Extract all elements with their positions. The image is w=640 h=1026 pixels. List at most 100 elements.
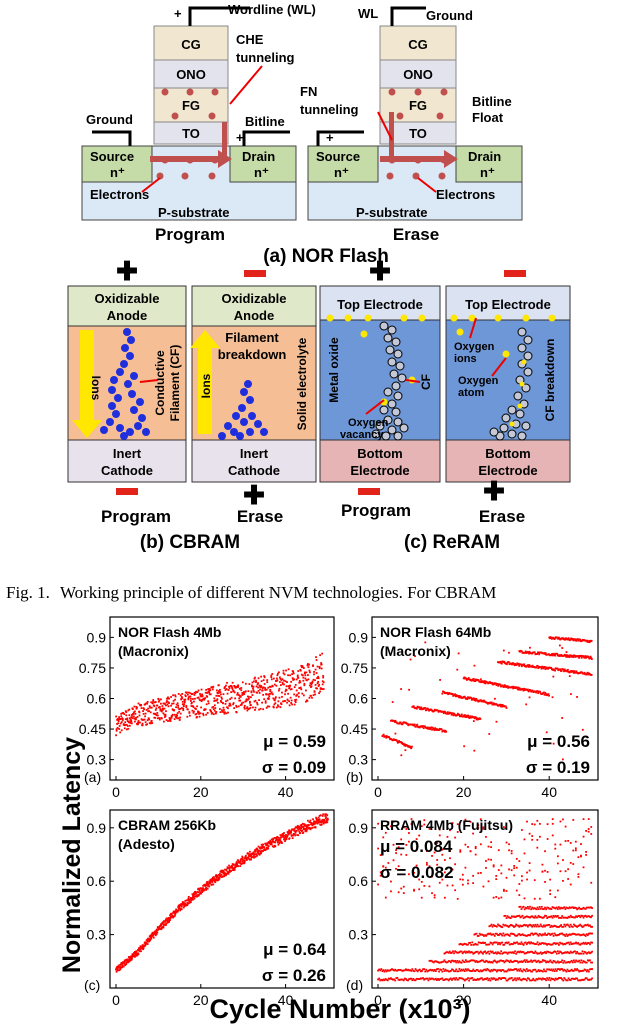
data-point	[520, 915, 523, 918]
data-point	[208, 688, 211, 690]
data-point	[121, 712, 124, 715]
data-point	[207, 702, 210, 705]
data-point	[204, 691, 207, 694]
data-point	[528, 916, 530, 919]
data-point	[173, 718, 176, 721]
data-point	[255, 848, 257, 851]
data-point	[467, 879, 469, 882]
data-point	[523, 952, 526, 955]
data-point	[118, 725, 121, 727]
data-point	[300, 666, 303, 668]
data-point	[560, 917, 562, 919]
data-point	[301, 826, 304, 828]
data-point	[434, 728, 437, 730]
nor-erase-fg-label: FG	[409, 98, 427, 113]
data-point	[474, 979, 477, 981]
data-point	[414, 655, 416, 658]
data-point	[513, 663, 515, 666]
data-point	[173, 915, 176, 918]
data-point	[562, 969, 565, 972]
data-point	[463, 942, 466, 945]
data-point	[410, 977, 413, 980]
data-point	[315, 816, 317, 819]
data-point	[193, 700, 195, 703]
data-point	[266, 842, 269, 845]
data-point	[581, 907, 584, 910]
data-point	[552, 915, 555, 917]
data-point	[553, 652, 555, 655]
data-point	[436, 960, 438, 963]
data-point	[171, 714, 173, 717]
data-point	[569, 941, 572, 944]
y-tick-label: 0.6	[87, 691, 107, 707]
data-point	[497, 943, 499, 946]
data-point	[440, 728, 443, 731]
data-point	[124, 724, 127, 726]
data-point	[540, 960, 543, 963]
data-point	[428, 827, 431, 830]
data-point	[527, 977, 529, 980]
data-point	[400, 969, 403, 972]
data-point	[530, 959, 533, 962]
data-point	[232, 863, 235, 866]
data-point	[479, 872, 482, 874]
data-point	[455, 968, 458, 971]
data-point	[555, 952, 558, 955]
data-point	[158, 699, 161, 702]
data-point	[578, 914, 581, 917]
data-point	[562, 961, 565, 964]
data-point	[514, 968, 516, 970]
nor-erase-bitline-1: Bitline	[472, 94, 512, 109]
data-point	[206, 695, 209, 698]
data-point	[164, 715, 167, 718]
data-point	[117, 719, 120, 721]
data-point	[586, 923, 589, 926]
data-point	[468, 950, 470, 953]
data-point	[151, 722, 154, 724]
data-point	[397, 968, 400, 971]
data-point	[499, 925, 501, 927]
data-point	[150, 720, 153, 722]
data-point	[210, 710, 213, 713]
nor-program-drain-label: Drain	[242, 149, 275, 164]
data-point	[194, 707, 196, 710]
data-point	[444, 952, 447, 954]
data-point	[319, 687, 322, 689]
data-point	[564, 925, 567, 928]
data-point	[260, 680, 263, 683]
data-point	[536, 933, 539, 936]
data-point	[263, 846, 266, 849]
data-point	[132, 712, 135, 715]
data-point	[587, 818, 590, 820]
data-point	[518, 664, 521, 667]
data-point	[321, 683, 324, 686]
plots-ylabel: Normalized Latency	[58, 737, 86, 973]
data-point	[477, 970, 480, 973]
data-point	[395, 849, 397, 851]
data-point	[539, 977, 542, 980]
data-point	[292, 828, 295, 831]
data-point	[202, 714, 205, 717]
data-point	[488, 960, 491, 963]
data-point	[414, 979, 417, 982]
data-point	[516, 951, 519, 954]
data-point	[271, 685, 274, 688]
data-point	[548, 951, 551, 954]
data-point	[471, 678, 474, 681]
data-point	[212, 708, 215, 711]
data-point	[508, 849, 510, 852]
data-point	[541, 666, 544, 668]
data-point	[129, 956, 132, 959]
data-point	[582, 979, 585, 981]
data-point	[412, 723, 415, 726]
data-point	[395, 739, 398, 742]
data-point	[272, 837, 275, 840]
cbram-erase-anode-1: Oxidizable	[221, 291, 286, 306]
data-point	[483, 978, 485, 981]
data-point	[306, 825, 309, 828]
data-point	[562, 668, 565, 671]
data-point	[142, 947, 145, 950]
y-tick-label: 0.9	[87, 820, 107, 836]
data-point	[474, 847, 477, 850]
data-point	[134, 720, 136, 723]
